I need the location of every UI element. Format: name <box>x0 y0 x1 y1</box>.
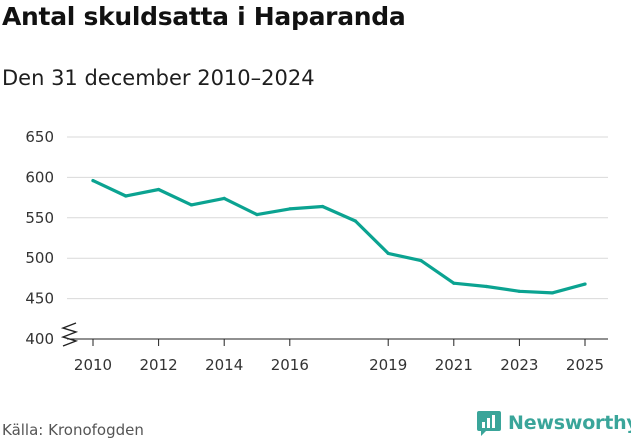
x-tick-label-2014: 2014 <box>205 356 243 374</box>
data-point-2010 <box>91 179 95 183</box>
brand-logo: Newsworthy <box>476 408 631 438</box>
x-tick-label-2021: 2021 <box>435 356 473 374</box>
series-line-antal-skuldsatta <box>91 179 587 295</box>
source-note: Källa: Kronofogden <box>2 421 144 439</box>
x-tick-label-2019: 2019 <box>369 356 407 374</box>
y-tick-label-450: 450 <box>25 290 54 308</box>
data-point-2014 <box>222 196 226 201</box>
data-point-2020 <box>419 259 423 263</box>
y-tick-label-500: 500 <box>25 249 54 267</box>
y-tick-label-600: 600 <box>25 168 54 186</box>
y-axis-ticks: 400 450 500 550 600 650 <box>25 128 54 348</box>
data-point-2022 <box>485 284 489 289</box>
x-tick-label-2023: 2023 <box>500 356 538 374</box>
y-tick-label-550: 550 <box>25 209 54 227</box>
data-points <box>91 179 587 295</box>
data-point-2018 <box>353 219 357 223</box>
gridlines <box>67 136 608 300</box>
chart-title: Antal skuldsatta i Haparanda <box>2 2 406 31</box>
data-point-2019 <box>386 251 390 255</box>
data-point-2017 <box>321 204 325 209</box>
y-tick-label-650: 650 <box>25 128 54 146</box>
data-point-2013 <box>189 203 193 207</box>
newsworthy-logo-icon <box>477 411 501 436</box>
x-tick-label-2012: 2012 <box>140 356 178 374</box>
chart-subtitle: Den 31 december 2010–2024 <box>2 66 315 90</box>
x-tick-label-2016: 2016 <box>271 356 309 374</box>
x-axis-ticks: 2010 2012 2014 2016 2019 2021 2023 2025 <box>74 339 604 374</box>
brand-name: Newsworthy <box>508 412 631 434</box>
y-tick-label-400: 400 <box>25 330 54 348</box>
x-tick-label-2025: 2025 <box>566 356 604 374</box>
data-point-2023 <box>517 289 522 293</box>
data-point-2024 <box>550 291 554 295</box>
data-point-2025 <box>583 282 587 286</box>
data-point-2021 <box>452 281 456 285</box>
axis-break-icon <box>60 322 79 347</box>
data-point-2011 <box>124 194 128 198</box>
data-point-2016 <box>288 207 292 211</box>
data-point-2015 <box>255 212 259 217</box>
x-tick-label-2010: 2010 <box>74 356 112 374</box>
data-point-2012 <box>157 187 161 192</box>
